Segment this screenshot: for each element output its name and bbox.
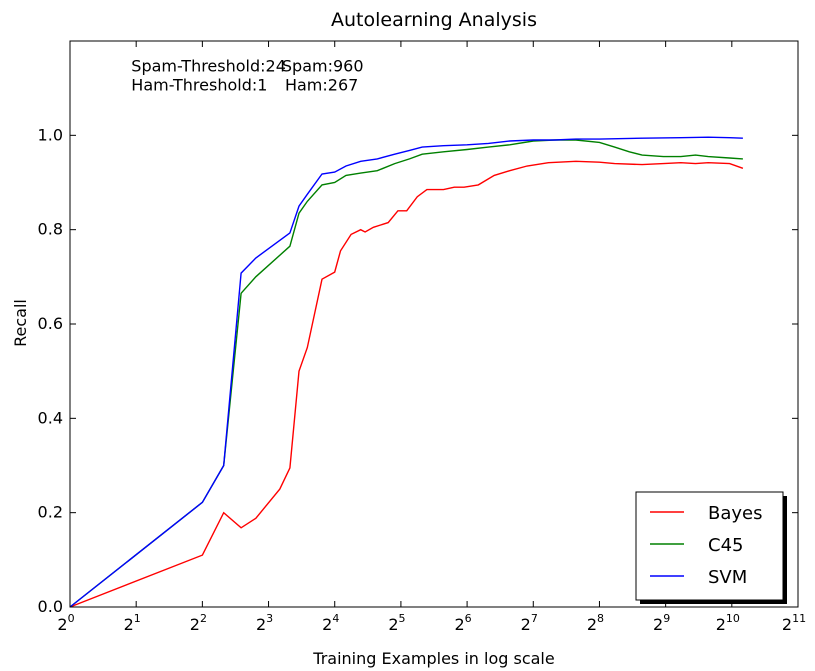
legend-box bbox=[635, 491, 784, 601]
x-tick-label: 21 bbox=[124, 612, 141, 634]
series-line-bayes bbox=[69, 160, 744, 608]
x-axis-label: Training Examples in log scale bbox=[312, 649, 554, 668]
legend-label-c45: C45 bbox=[708, 535, 743, 556]
chart-title: Autolearning Analysis bbox=[331, 9, 537, 31]
y-axis-label: Recall bbox=[11, 299, 30, 347]
legend-label-svm: SVM bbox=[708, 567, 747, 588]
threshold-annotation: Ham:267 bbox=[285, 76, 358, 95]
x-tick-label: 27 bbox=[521, 612, 538, 634]
threshold-annotation: Ham-Threshold:1 bbox=[131, 76, 267, 95]
x-tick-label: 28 bbox=[587, 612, 604, 634]
legend-label-bayes: Bayes bbox=[708, 503, 762, 524]
y-tick-label: 0.0 bbox=[38, 597, 63, 616]
x-tick-label: 210 bbox=[716, 612, 740, 634]
threshold-annotation: Spam-Threshold:24 bbox=[131, 57, 286, 76]
x-tick-label: 23 bbox=[256, 612, 273, 634]
y-tick-label: 0.8 bbox=[38, 220, 63, 239]
y-tick-label: 0.6 bbox=[38, 314, 63, 333]
plot-area: 20 21 22 23 24 25 26 27 28 29 210 211 0.0 0.2 0.4 0.6 0.… bbox=[38, 40, 806, 634]
legend: Bayes C45 SVM bbox=[635, 491, 787, 604]
x-tick-label: 22 bbox=[190, 612, 207, 634]
x-tick-label: 20 bbox=[57, 612, 74, 634]
x-tick-label: 211 bbox=[782, 612, 806, 634]
series-line-c45 bbox=[69, 139, 743, 608]
y-tick-label: 0.4 bbox=[38, 408, 63, 427]
x-tick-label: 25 bbox=[388, 612, 405, 634]
series-line-svm bbox=[69, 136, 743, 608]
x-tick-label: 29 bbox=[653, 612, 670, 634]
x-tick-label: 24 bbox=[322, 612, 339, 634]
x-tick-label: 26 bbox=[454, 612, 471, 634]
y-tick-label: 1.0 bbox=[38, 125, 63, 144]
y-tick-label: 0.2 bbox=[38, 503, 63, 522]
threshold-annotation: Spam:960 bbox=[282, 57, 364, 76]
